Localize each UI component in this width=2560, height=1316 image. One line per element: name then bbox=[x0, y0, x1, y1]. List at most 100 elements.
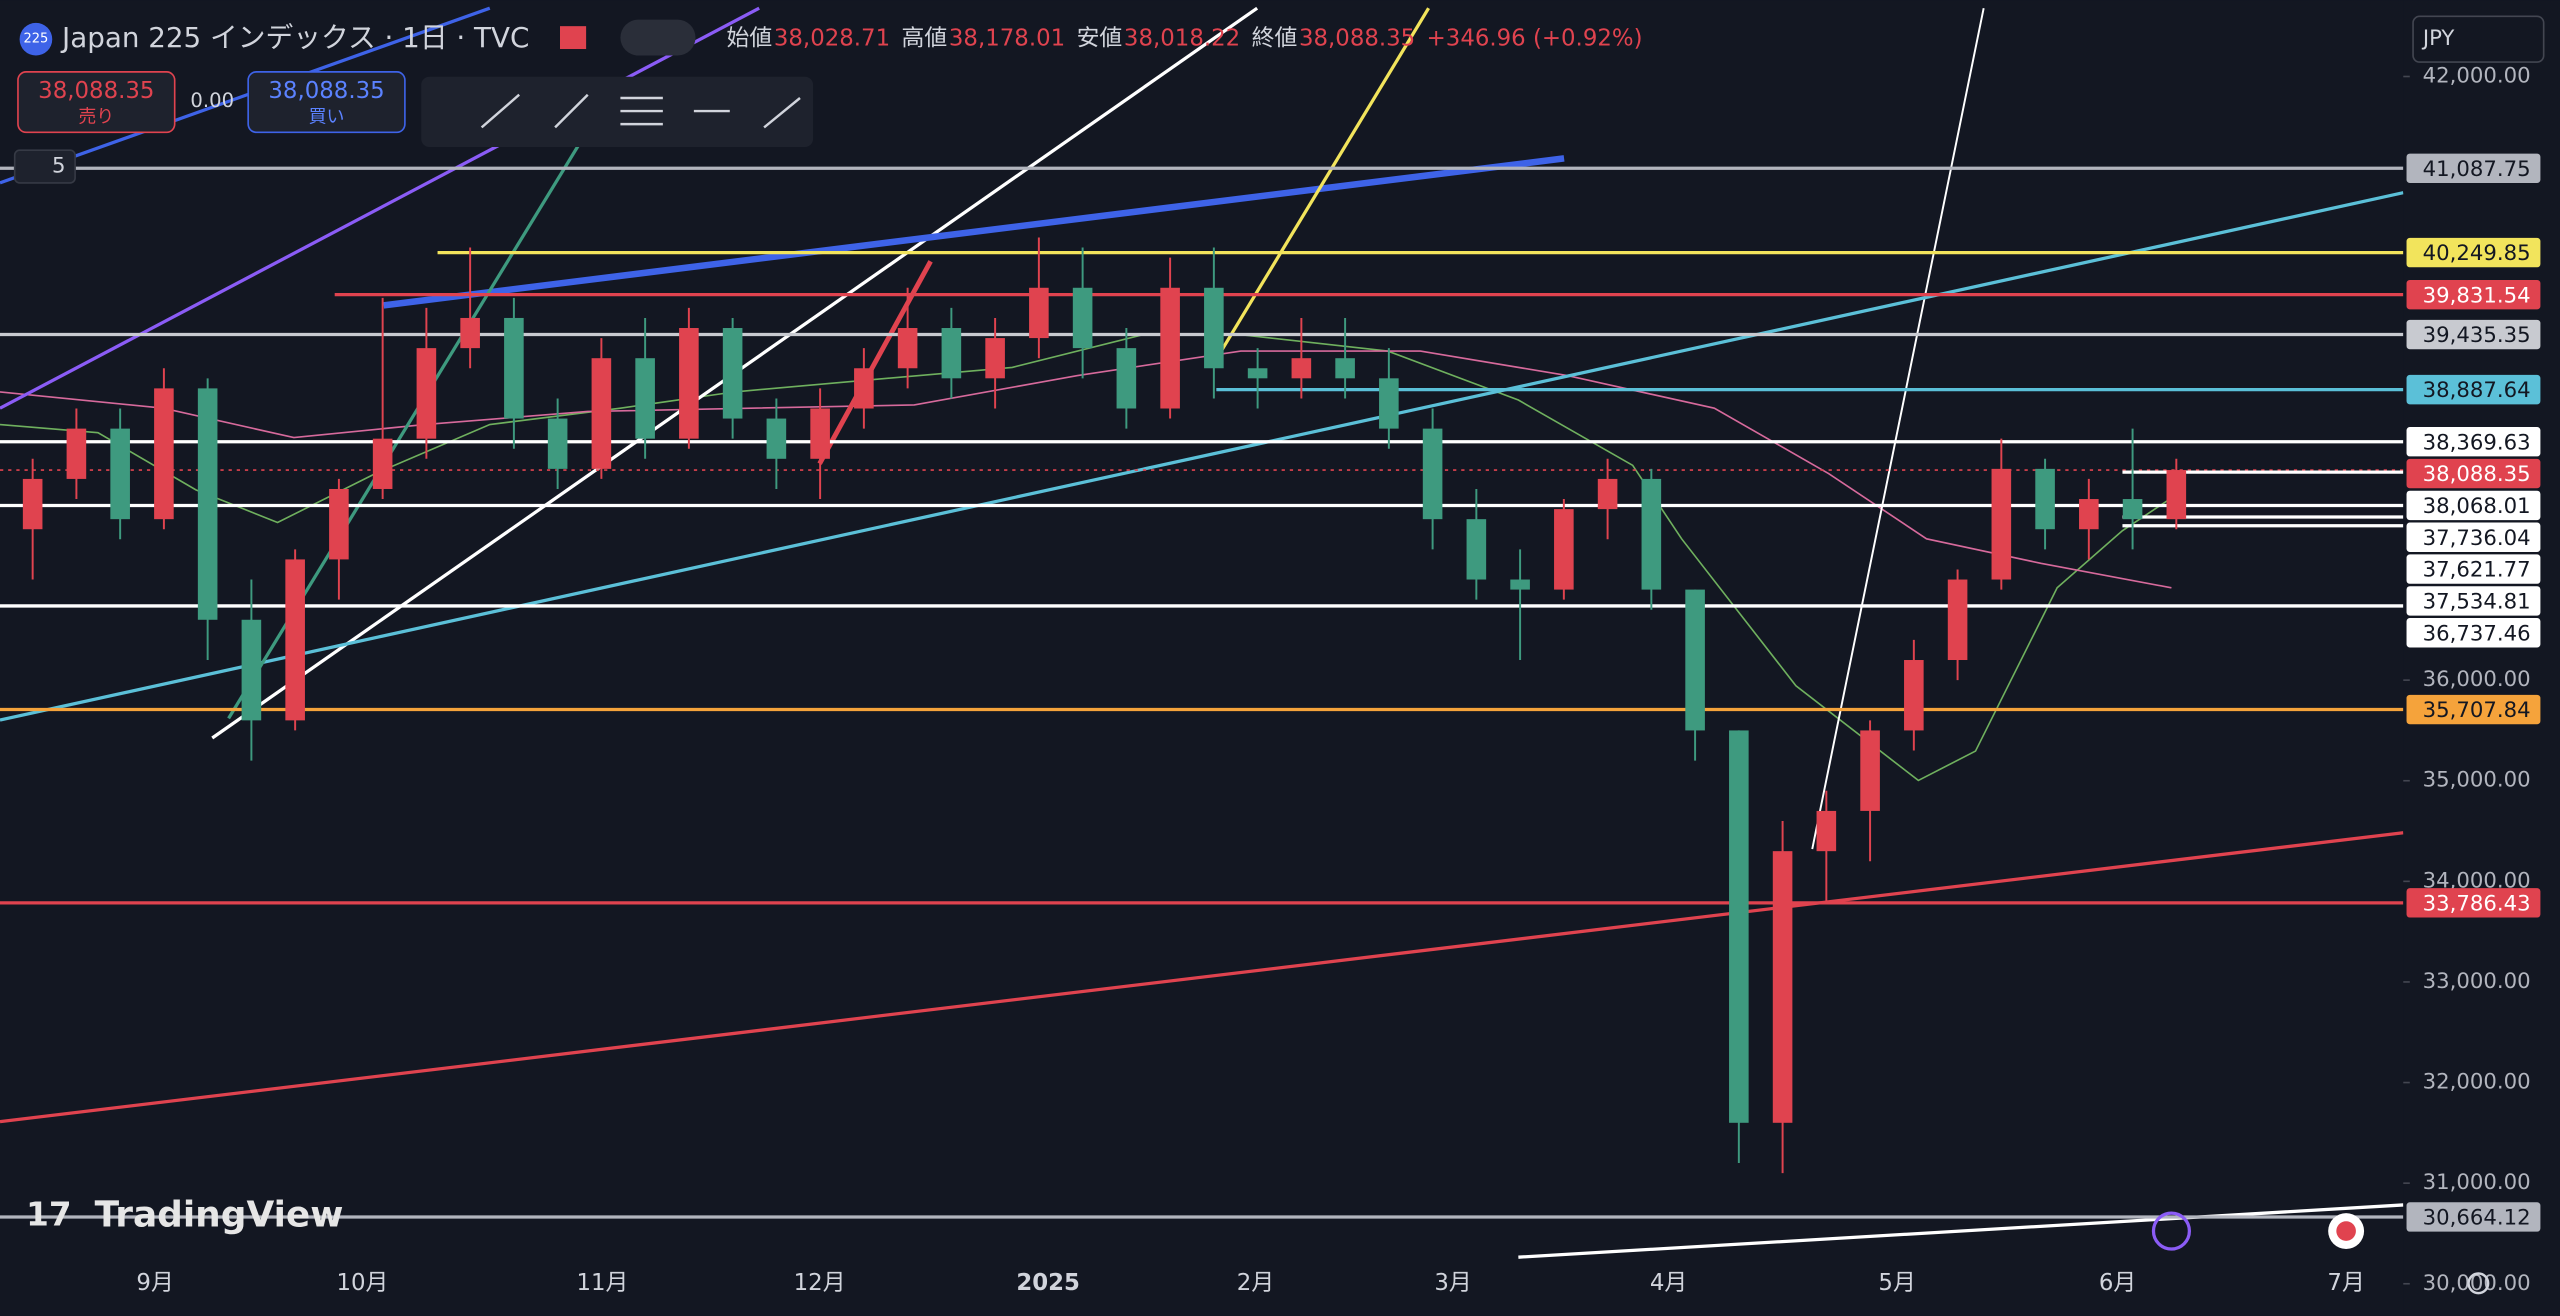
candle-body bbox=[460, 317, 480, 349]
ohlc-label: 高値 bbox=[902, 26, 948, 52]
candle-body bbox=[329, 488, 349, 560]
brand: TradingView bbox=[95, 1194, 344, 1235]
level-label: 38,068.01 bbox=[2423, 494, 2531, 519]
level-label: 38,887.64 bbox=[2423, 378, 2531, 403]
candle-body bbox=[854, 368, 874, 409]
candle-body bbox=[1641, 478, 1662, 590]
level-label-box bbox=[2406, 237, 2541, 268]
symbol-title[interactable]: Japan 225 インデックス · 1日 · TVC bbox=[60, 21, 529, 54]
candle-body bbox=[547, 418, 568, 469]
time-label: 11月 bbox=[576, 1270, 628, 1296]
candle-body bbox=[416, 348, 437, 439]
currency-select[interactable] bbox=[2412, 15, 2545, 63]
candle-body bbox=[1772, 851, 1793, 1123]
candle-body bbox=[1685, 589, 1705, 731]
currency: JPY bbox=[2421, 26, 2455, 51]
level-label-box bbox=[2406, 586, 2541, 616]
candle-body bbox=[1991, 468, 2012, 580]
level-label: 38,369.63 bbox=[2423, 430, 2531, 455]
candle-body bbox=[766, 418, 787, 459]
level-label-box bbox=[2406, 427, 2541, 457]
candle-body bbox=[197, 388, 218, 620]
candle-body bbox=[1904, 660, 1924, 731]
candle-body bbox=[941, 328, 962, 379]
price-tick-label: 31,000.00 bbox=[2423, 1170, 2531, 1195]
candle-body bbox=[504, 317, 524, 419]
toggle[interactable] bbox=[620, 19, 696, 56]
level-label: 30,664.12 bbox=[2423, 1206, 2531, 1231]
price-tick-label: 33,000.00 bbox=[2423, 969, 2531, 994]
candle-body bbox=[1247, 368, 1268, 379]
settings-icon[interactable] bbox=[2467, 1272, 2490, 1295]
candle-body bbox=[679, 328, 699, 439]
candle-body bbox=[810, 408, 830, 459]
time-label: 9月 bbox=[136, 1270, 173, 1296]
level-label: 37,621.77 bbox=[2423, 558, 2531, 583]
candle-body bbox=[1160, 287, 1180, 409]
candle-body bbox=[154, 388, 174, 520]
price-tick-label: 42,000.00 bbox=[2423, 64, 2531, 89]
level-label: 41,087.75 bbox=[2423, 157, 2531, 182]
time-label: 2月 bbox=[1237, 1270, 1274, 1296]
change: +346.96 (+0.92%) bbox=[1427, 26, 1643, 52]
sell-label: 売り bbox=[78, 107, 114, 128]
indicator-toggle[interactable] bbox=[13, 149, 76, 184]
candle-body bbox=[1335, 358, 1355, 379]
drawing-toolbar bbox=[421, 76, 814, 147]
candle-body bbox=[591, 358, 612, 469]
alert-icon[interactable] bbox=[2151, 1211, 2192, 1251]
level-label-box bbox=[2406, 490, 2541, 521]
flag[interactable] bbox=[560, 26, 587, 50]
candle-body bbox=[110, 428, 130, 520]
candle-body bbox=[1816, 810, 1837, 852]
level-label: 39,831.54 bbox=[2423, 283, 2531, 308]
replay-dot bbox=[2336, 1221, 2356, 1241]
level-label-box bbox=[2406, 1202, 2541, 1232]
ohlc-label: 始値 bbox=[727, 26, 773, 52]
trend-line bbox=[383, 155, 1565, 309]
sell-price: 38,088.35 bbox=[38, 78, 154, 104]
drawings bbox=[0, 6, 2404, 1259]
trend-line bbox=[1518, 1203, 2404, 1259]
level-label-box bbox=[2406, 319, 2541, 350]
symbol-badge bbox=[19, 22, 53, 56]
time-label: 4月 bbox=[1650, 1270, 1687, 1296]
candle-body bbox=[1422, 428, 1443, 520]
candle-body bbox=[1072, 287, 1093, 349]
trend-line bbox=[0, 831, 2404, 1124]
level-label-box bbox=[2406, 522, 2541, 552]
toolbar-icons[interactable] bbox=[480, 93, 801, 129]
ohlc: 始値 38,028.71 高値 38,178.01 安値 38,018.22 終値 38,08… bbox=[727, 26, 1643, 52]
time-label: 12月 bbox=[794, 1270, 846, 1296]
candle-body bbox=[2079, 499, 2099, 530]
level-label: 38,088.35 bbox=[2423, 462, 2531, 487]
level-label: 37,736.04 bbox=[2423, 526, 2531, 551]
candle-body bbox=[722, 328, 743, 419]
price-axis bbox=[2403, 0, 2560, 1316]
level-label: 36,737.46 bbox=[2423, 621, 2531, 646]
buy-button[interactable] bbox=[247, 71, 406, 134]
candle-body bbox=[1860, 730, 1880, 811]
candle-body bbox=[1029, 287, 1049, 339]
buy-label: 買い bbox=[309, 107, 345, 128]
candle-body bbox=[1947, 579, 1968, 661]
candle-body bbox=[241, 619, 262, 721]
price-tick-label: 36,000.00 bbox=[2423, 667, 2531, 692]
time-axis: 9月 10月 11月 12月 2025 2月 3月 4月 5月 6月 7月 bbox=[136, 1270, 2364, 1296]
candle-body bbox=[66, 428, 87, 479]
trend-line bbox=[0, 6, 491, 185]
time-label: 5月 bbox=[1878, 1270, 1915, 1296]
candle-body bbox=[1510, 579, 1530, 590]
buy-price: 38,088.35 bbox=[268, 78, 384, 104]
ohlc-value: 38,178.01 bbox=[949, 26, 1065, 52]
candle-body bbox=[22, 478, 43, 530]
brand-logo: 17 bbox=[26, 1195, 71, 1233]
sell-button[interactable] bbox=[17, 71, 176, 134]
candles bbox=[22, 237, 2187, 1174]
time-label: 6月 bbox=[2099, 1270, 2136, 1296]
ohlc-label: 終値 bbox=[1252, 26, 1298, 52]
time-label: 7月 bbox=[2327, 1270, 2364, 1296]
